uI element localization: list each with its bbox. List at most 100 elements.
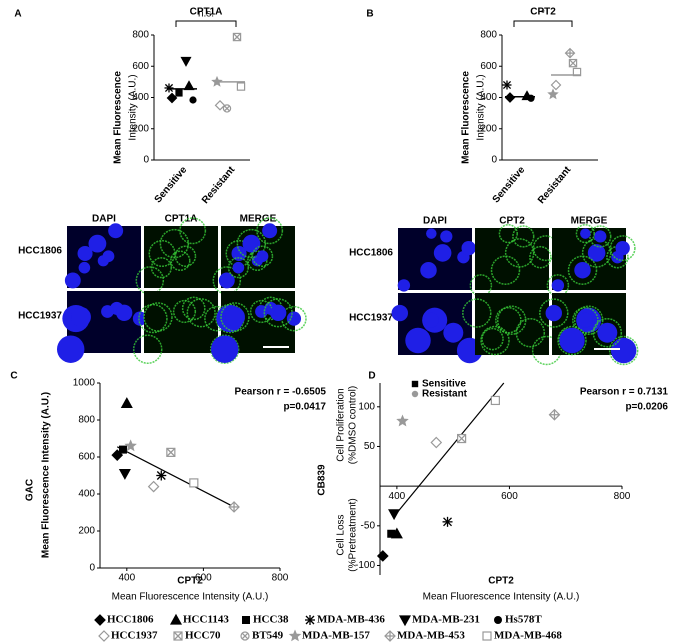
marker-shape [241,632,249,640]
marker-shape [457,434,467,443]
marker-shape [504,92,516,103]
y-axis-title: Mean Fluorescence [113,71,124,164]
row-label: HCC1937 [349,313,393,324]
legend-label: HCC70 [185,630,221,642]
x-tick-label: Resistant [536,164,574,206]
marker [166,447,176,457]
marker [164,83,174,93]
marker-shape [396,414,409,427]
nucleus [116,304,133,321]
cytoplasm [247,250,268,272]
cytoplasm [236,228,267,259]
marker-shape [527,94,535,102]
cytoplasm [495,306,522,334]
marker-shape [224,105,230,112]
y-tick-label: 400 [78,489,95,500]
nucleus [88,234,107,253]
marker-shape [118,469,131,480]
nucleus [559,327,585,354]
trend-line [116,446,235,508]
marker-shape [166,447,176,457]
column-label: MERGE [571,216,608,227]
nucleus [610,337,637,364]
marker [175,89,183,97]
marker-shape [288,629,302,642]
cytoplasm [174,245,197,267]
marker-shape [94,614,106,626]
nucleus [461,240,476,256]
marker [527,94,535,102]
cytoplasm [557,325,587,356]
x-tick-label: 800 [272,573,289,584]
marker [305,615,315,625]
marker-shape [156,471,166,480]
nucleus [102,250,115,263]
y-tick-label: 50 [364,441,376,452]
cytoplasm [567,255,598,285]
marker [118,469,131,480]
marker-shape [214,99,226,111]
cytoplasm [608,335,639,366]
marker-shape [232,32,242,42]
nucleus [231,245,247,262]
x-axis-title: CPT2 [488,576,514,587]
x-tick-label: 400 [118,573,135,584]
y-tick-label: 200 [78,526,95,537]
y-axis-subtitle: (%DMSO control) [348,386,359,464]
marker-shape [120,397,133,408]
panel-letter: B [366,9,373,20]
cytoplasm [172,299,197,324]
marker [228,501,240,513]
marker [169,613,183,625]
cytoplasm [251,245,274,267]
cytoplasm [490,255,521,285]
x-tick-label: 800 [614,491,631,502]
marker [98,630,110,642]
y-tick-label: 200 [480,123,497,134]
marker-shape [550,79,562,91]
stat-annotation: Pearson r = -0.6505 [235,387,327,398]
cytoplasm [186,298,216,328]
nucleus [77,245,93,262]
cytoplasm [539,298,569,328]
y-axis-subtitle: Cell Proliferation [336,388,347,461]
nucleus [262,223,278,239]
cytoplasm [227,257,249,279]
marker-shape [388,509,401,521]
marker-shape [430,436,443,449]
marker-shape [376,550,389,562]
significance-bracket [513,20,573,27]
marker [490,395,500,406]
nucleus [587,244,606,262]
nucleus [545,304,563,322]
y-axis-subtitle: Cell Loss [336,514,347,555]
marker-shape [502,80,512,90]
marker [240,631,250,641]
nucleus [391,304,409,322]
marker-shape [236,82,246,91]
marker [173,631,183,641]
marker-shape [242,616,250,624]
cytoplasm [592,317,623,348]
cytoplasm [179,217,207,245]
y-tick-label: 0 [491,155,497,166]
marker [94,614,106,626]
x-axis-title: CPT2 [177,576,203,587]
marker-shape [443,517,452,527]
marker [494,616,502,624]
marker-shape [173,631,183,641]
cytoplasm [512,225,535,248]
legend-label: MDA-MB-453 [397,630,465,642]
significance-label: * [541,9,545,20]
legend-label: HCC1806 [107,614,154,626]
y-tick-label: 600 [78,452,95,463]
nucleus [218,272,235,289]
marker [387,529,396,538]
y-axis-subtitle: Intensity (A.U.) [128,74,139,140]
marker-shape [490,395,500,406]
marker [118,445,127,454]
marker [442,516,453,527]
marker [288,629,302,642]
y-axis-title: CB839 [317,464,328,496]
marker [166,92,178,104]
